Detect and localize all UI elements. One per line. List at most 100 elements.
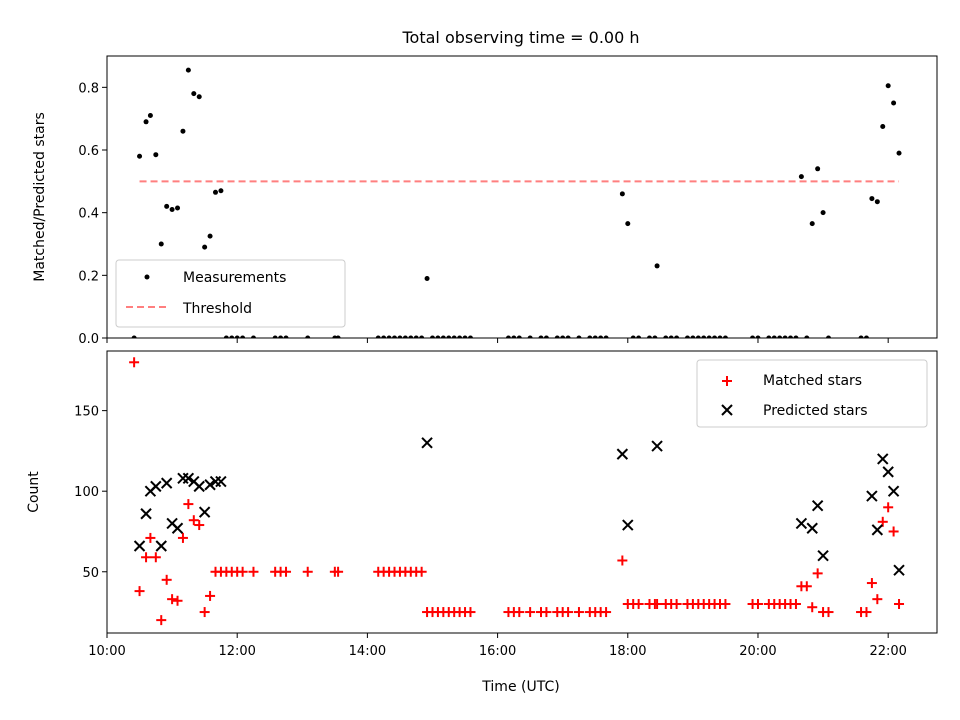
matched-point [145, 532, 156, 543]
matched-point [801, 581, 812, 592]
measurement-point [804, 335, 810, 338]
measurement-point [560, 335, 566, 338]
measurement-point [826, 335, 832, 338]
measurement-point [223, 335, 229, 338]
legend-threshold-label: Threshold [182, 301, 252, 317]
measurement-point [272, 335, 278, 338]
predicted-point [421, 437, 433, 449]
legend-measurements-marker [144, 274, 150, 280]
predicted-point [871, 524, 884, 536]
measurement-point [625, 221, 631, 227]
matched-point [183, 499, 194, 510]
matched-point [416, 566, 427, 577]
measurement-point [207, 233, 213, 239]
measurement-point [283, 335, 289, 338]
y-tick-label: 100 [74, 485, 99, 500]
top-legend-frame [115, 259, 346, 328]
predicted-point [177, 472, 189, 485]
legend-matched-label: Matched stars [763, 373, 862, 389]
measurement-point [413, 335, 419, 338]
top-legend: Measurements Threshold [115, 259, 346, 328]
top-axes: 0.0 0.2 0.4 0.6 0.8 [78, 81, 889, 347]
predicted-point [893, 564, 905, 576]
y-tick-label: 0.6 [78, 144, 99, 159]
measurement-point [654, 263, 660, 269]
matched-point [141, 552, 152, 563]
matched-point [601, 607, 612, 618]
measurement-point [386, 335, 392, 338]
matched-point [877, 516, 888, 527]
measurement-point [305, 335, 311, 338]
x-tick-label: 10:00 [88, 644, 125, 659]
x-tick-label: 14:00 [349, 644, 386, 659]
matched-point [888, 526, 899, 537]
measurement-point [619, 191, 625, 197]
measurement-point [777, 335, 783, 338]
matched-point [752, 598, 763, 609]
measurement-point [701, 335, 707, 338]
chart-title: Total observing time = 0.00 h [401, 28, 639, 47]
legend-predicted-label: Predicted stars [763, 403, 868, 419]
y-tick-label: 0.4 [78, 207, 99, 222]
measurement-point [429, 335, 435, 338]
top-plot-marks [131, 67, 902, 338]
matched-point [465, 607, 476, 618]
x-tick-label: 12:00 [218, 644, 255, 659]
matched-point [129, 357, 140, 368]
measurement-point [196, 94, 202, 100]
predicted-point [215, 475, 227, 488]
matched-point [156, 615, 167, 626]
measurement-point [652, 335, 658, 338]
measurement-point [234, 335, 240, 338]
x-tick-label: 20:00 [739, 644, 776, 659]
matched-point [861, 607, 872, 618]
measurement-point [153, 152, 159, 158]
matched-point [866, 578, 877, 589]
matched-point [652, 598, 663, 609]
measurement-point [180, 128, 186, 134]
measurement-point [424, 275, 430, 281]
matched-point [671, 598, 682, 609]
x-axis-label: Time (UTC) [481, 679, 559, 695]
bottom-plot-marks [129, 357, 905, 626]
measurement-point [397, 335, 403, 338]
predicted-point [882, 466, 894, 478]
x-tick-label: 16:00 [479, 644, 516, 659]
measurement-point [706, 335, 712, 338]
matched-point [167, 594, 178, 605]
legend-measurements-label: Measurements [183, 270, 286, 286]
predicted-point [866, 490, 878, 502]
matched-point [172, 595, 183, 606]
measurement-point [712, 335, 718, 338]
measurement-point [505, 335, 511, 338]
predicted-point [182, 472, 195, 485]
predicted-point [811, 499, 824, 512]
matched-point [823, 607, 834, 618]
measurement-point [576, 335, 582, 338]
matched-point [573, 607, 584, 618]
measurement-point [885, 83, 891, 89]
matched-point [281, 566, 292, 577]
measurement-point [896, 150, 902, 156]
predicted-point [204, 479, 216, 491]
measurement-point [587, 335, 593, 338]
measurement-point [750, 335, 756, 338]
matched-point [812, 568, 823, 579]
predicted-point [198, 506, 211, 518]
measurement-point [755, 335, 761, 338]
measurement-point [592, 335, 598, 338]
matched-point [883, 502, 894, 513]
measurement-point [798, 174, 804, 180]
measurement-point [793, 335, 799, 338]
predicted-point [150, 480, 162, 493]
matched-point [161, 574, 172, 585]
matched-point [194, 520, 205, 531]
measurement-point [446, 335, 452, 338]
measurement-point [467, 335, 473, 338]
measurement-point [630, 335, 636, 338]
measurement-point [175, 205, 181, 211]
matched-point [541, 607, 552, 618]
bottom-legend: Matched stars Predicted stars [696, 359, 928, 428]
measurement-point [858, 335, 864, 338]
